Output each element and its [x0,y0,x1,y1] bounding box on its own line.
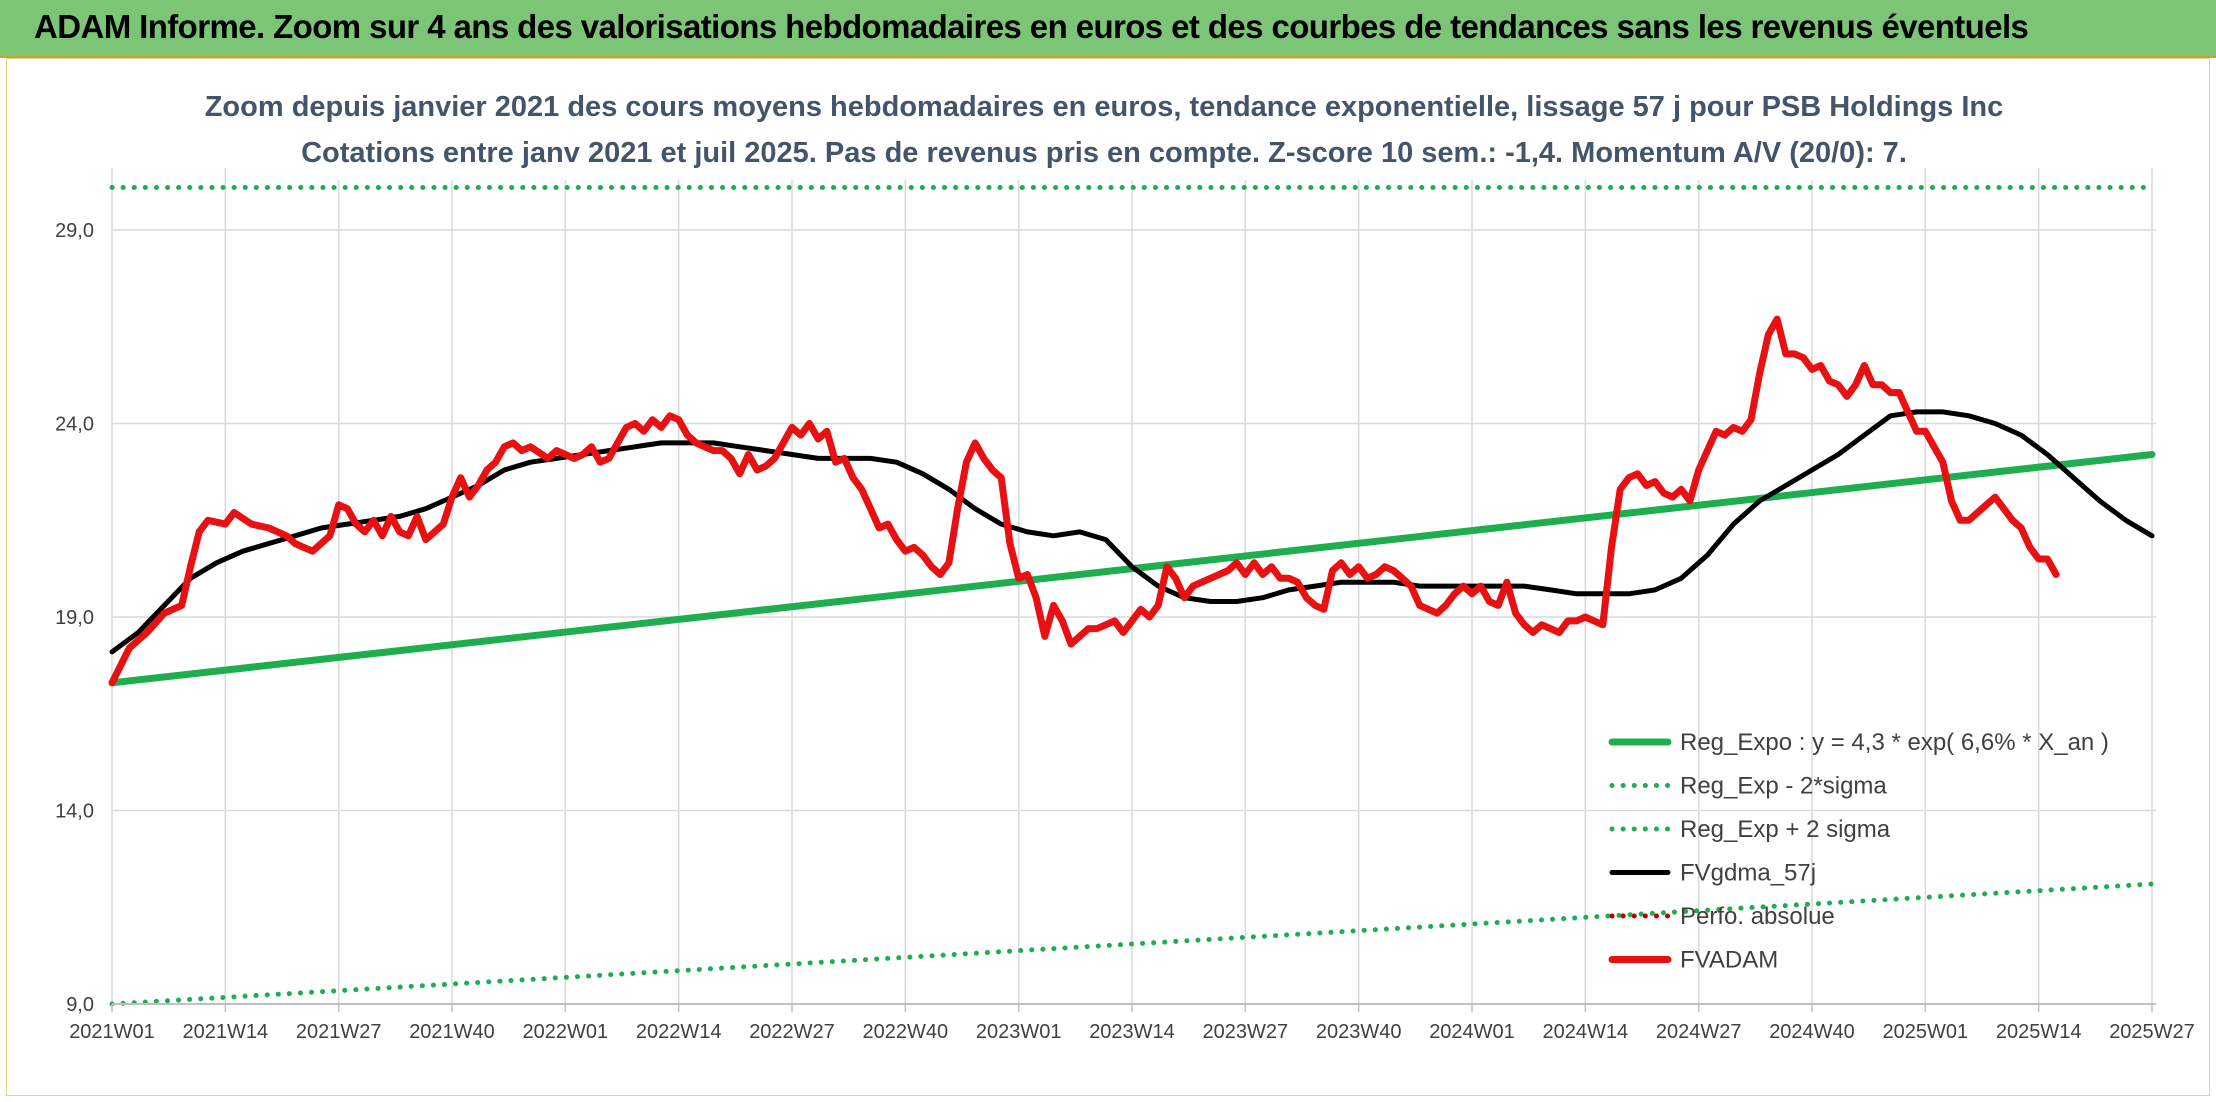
chart-frame [6,58,2210,1096]
legend-label: FVgdma_57j [1680,860,1816,887]
x-tick-label: 2024W14 [1543,1021,1629,1043]
chart-title: Zoom depuis janvier 2021 des cours moyen… [205,91,2004,123]
x-tick-label: 2025W14 [1996,1021,2082,1043]
x-tick-label: 2021W27 [296,1021,382,1043]
y-tick-label: 29,0 [55,220,94,242]
report-title: ADAM Informe. Zoom sur 4 ans des valoris… [34,8,2029,45]
x-tick-label: 2022W27 [749,1021,835,1043]
chart-subtitle: Cotations entre janv 2021 et juil 2025. … [301,137,1907,169]
x-tick-label: 2024W40 [1769,1021,1855,1043]
x-tick-label: 2025W01 [1883,1021,1969,1043]
x-tick-label: 2022W14 [636,1021,722,1043]
x-tick-label: 2022W01 [523,1021,609,1043]
legend-label: Reg_Exp - 2*sigma [1680,773,1887,800]
x-tick-label: 2021W01 [69,1021,155,1043]
chart-legend: Reg_Expo : y = 4,3 * exp( 6,6% * X_an ) R… [1608,729,2109,974]
x-tick-label: 2023W27 [1203,1021,1289,1043]
y-tick-label: 9,0 [66,994,94,1016]
chart-axes: 9,0 14,0 19,0 24,0 29,0 2021W01 2021W14 2021W27… [55,220,2195,1043]
x-tick-label: 2021W40 [409,1021,495,1043]
x-tick-label: 2024W27 [1656,1021,1742,1043]
chart-grid [111,168,2156,1005]
legend-label: Reg_Exp + 2 sigma [1680,816,1891,843]
series-line-5 [108,315,2060,687]
legend-label: FVADAM [1680,947,1778,974]
y-tick-label: 19,0 [55,607,94,629]
report-banner: ADAM Informe. Zoom sur 4 ans des valoris… [0,0,2216,58]
y-tick-label: 14,0 [55,801,94,823]
x-tick-label: 2025W27 [2109,1021,2195,1043]
y-tick-label: 24,0 [55,414,94,436]
x-tick-label: 2022W40 [863,1021,949,1043]
x-tick-label: 2023W14 [1089,1021,1175,1043]
x-tick-label: 2023W40 [1316,1021,1402,1043]
x-tick-label: 2024W01 [1429,1021,1515,1043]
x-tick-label: 2023W01 [976,1021,1062,1043]
chart-series [108,185,2156,1007]
legend-label: Perfo. absolue [1680,903,1835,930]
x-tick-label: 2021W14 [183,1021,269,1043]
chart-title-mask [330,84,1878,180]
legend-label: Reg_Expo : y = 4,3 * exp( 6,6% * X_an ) [1680,729,2109,756]
series-line-1 [109,881,2155,1007]
